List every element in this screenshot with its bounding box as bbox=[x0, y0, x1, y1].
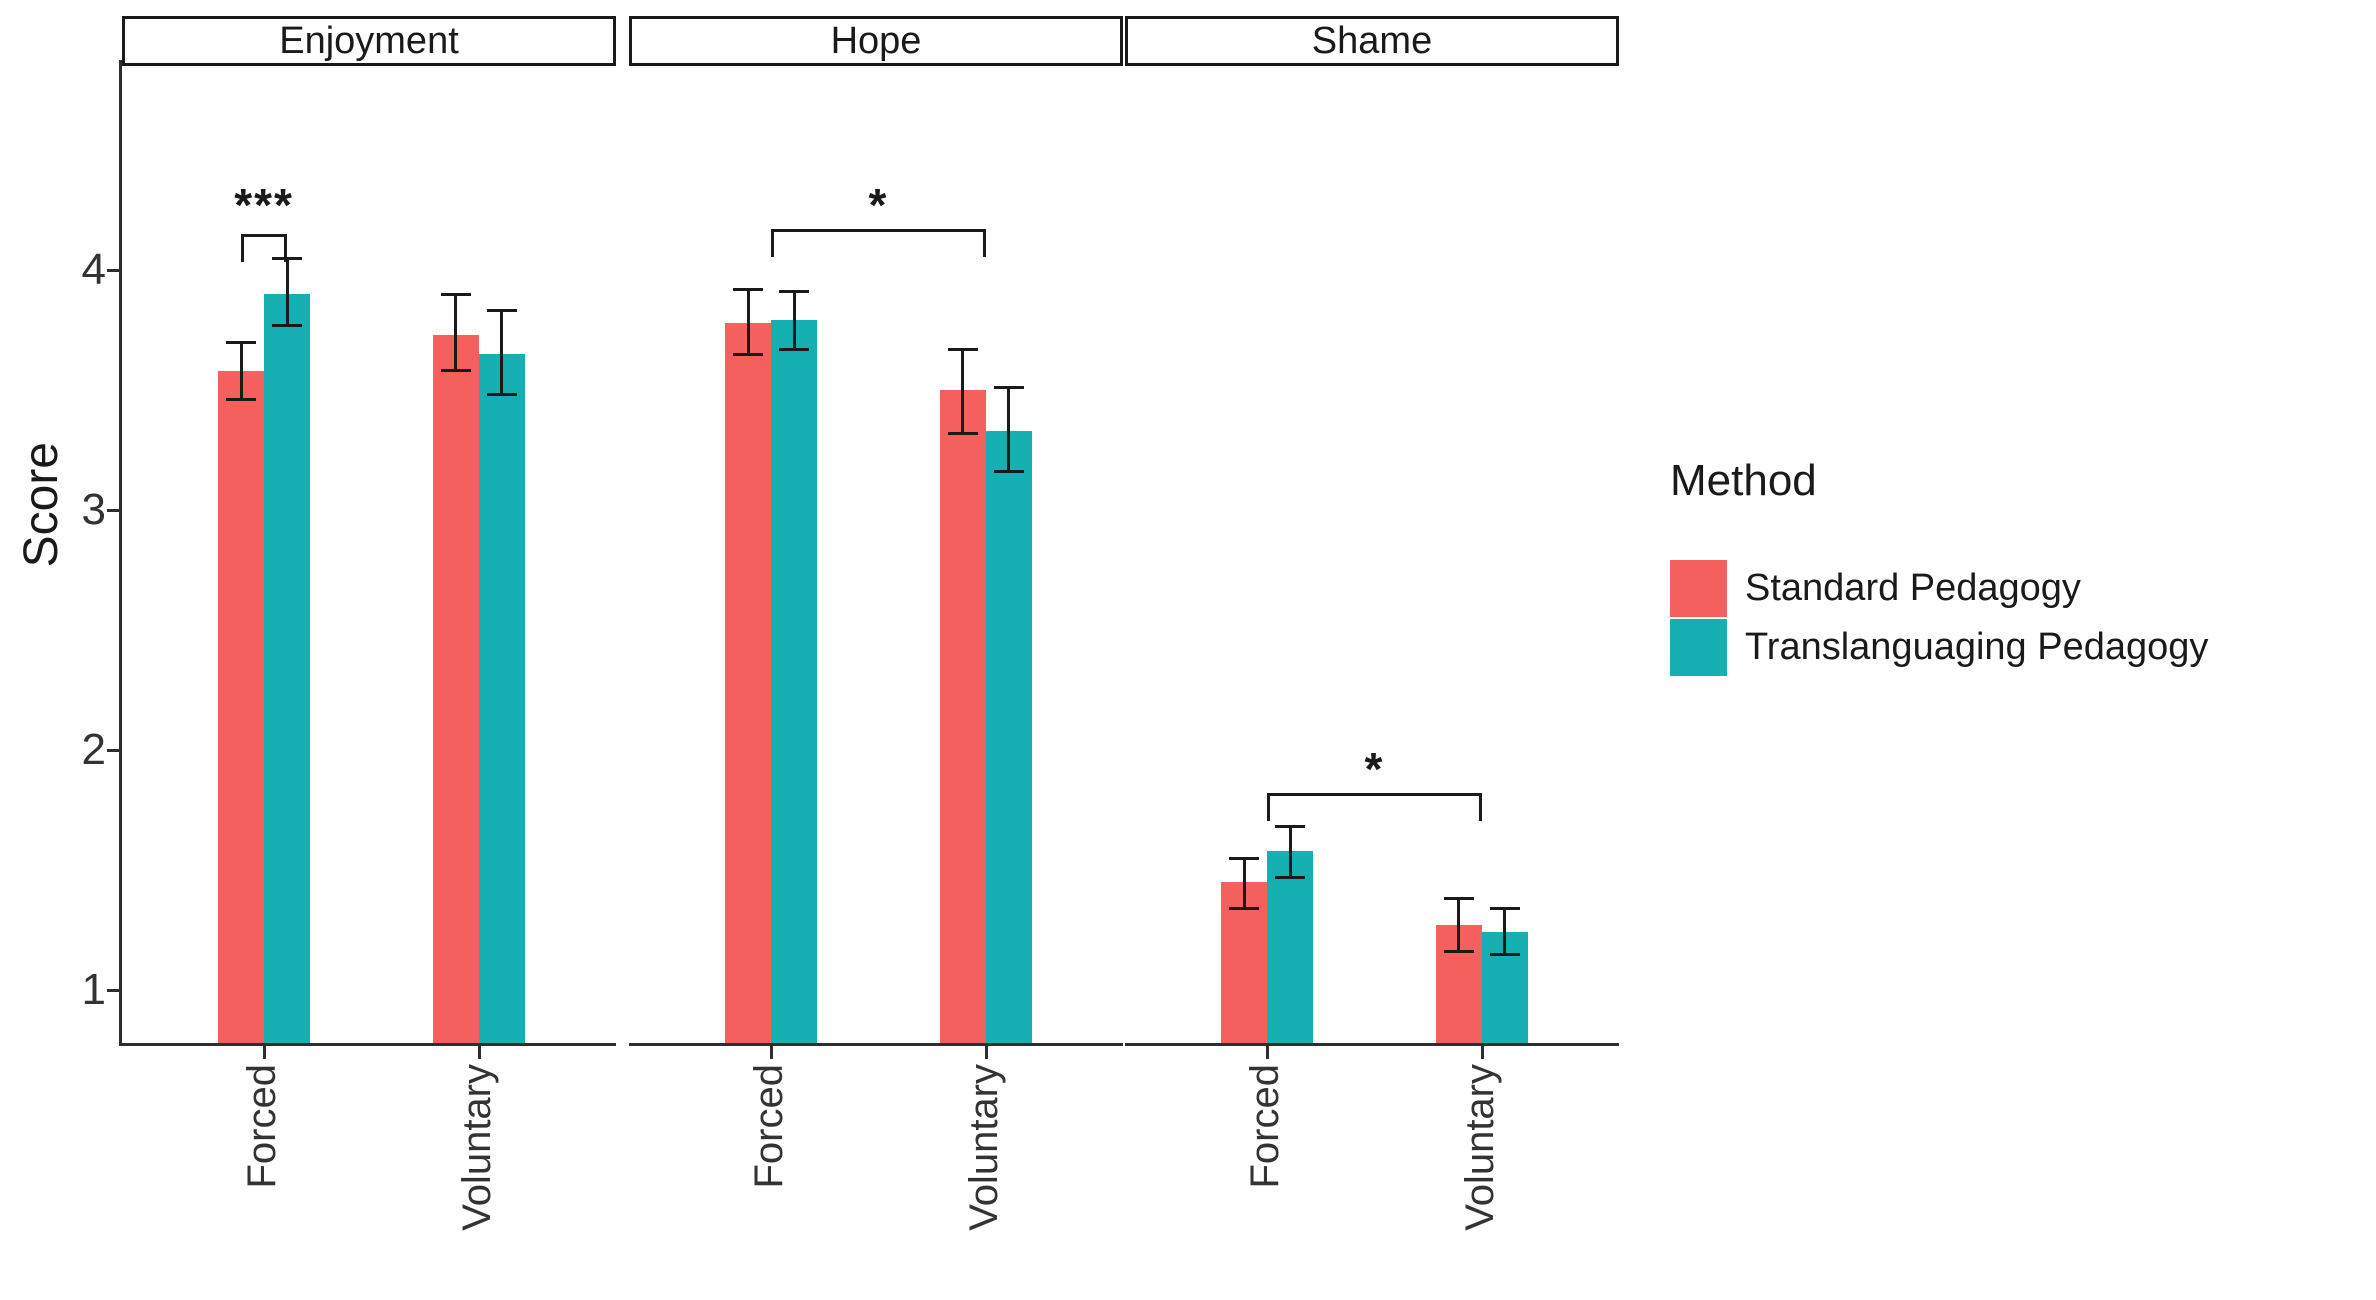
error-bar-translanguaging-pedagogy-hope-voluntary-cap-bottom bbox=[993, 470, 1024, 474]
sig-bracket-shame-leg-left bbox=[1267, 793, 1271, 822]
bar-translanguaging-pedagogy-shame-forced bbox=[1267, 850, 1314, 1043]
error-bar-standard-pedagogy-enjoyment-voluntary-cap-top bbox=[440, 292, 471, 296]
legend-label-translanguaging-pedagogy: Translanguaging Pedagogy bbox=[1745, 626, 2209, 668]
error-bar-standard-pedagogy-enjoyment-forced-cap-top bbox=[226, 340, 257, 344]
y-tick-label: 3 bbox=[81, 485, 106, 534]
error-bar-translanguaging-pedagogy-shame-voluntary-line bbox=[1503, 908, 1507, 954]
y-tick-label: 1 bbox=[81, 965, 106, 1014]
error-bar-standard-pedagogy-hope-forced-cap-bottom bbox=[733, 352, 764, 356]
x-tick-mark-enjoyment-forced bbox=[263, 1046, 267, 1059]
error-bar-standard-pedagogy-hope-voluntary-line bbox=[961, 349, 965, 434]
sig-bracket-shame-top bbox=[1267, 793, 1482, 797]
error-bar-standard-pedagogy-shame-voluntary-cap-top bbox=[1443, 897, 1474, 901]
bar-standard-pedagogy-enjoyment-voluntary bbox=[432, 334, 479, 1043]
facet-label-hope: Hope bbox=[830, 19, 922, 62]
bar-standard-pedagogy-hope-voluntary bbox=[939, 390, 986, 1043]
x-axis-line-shame bbox=[1125, 1043, 1619, 1046]
y-tick-mark bbox=[107, 989, 119, 992]
x-tick-label-shame-forced: Forced bbox=[1243, 1064, 1288, 1189]
sig-bracket-hope-leg-left bbox=[771, 229, 775, 258]
error-bar-standard-pedagogy-enjoyment-voluntary-line bbox=[454, 294, 458, 371]
error-bar-standard-pedagogy-hope-forced-cap-top bbox=[733, 287, 764, 291]
sig-bracket-enjoyment-leg-left bbox=[241, 234, 245, 262]
y-tick-label: 2 bbox=[81, 725, 106, 774]
error-bar-standard-pedagogy-enjoyment-voluntary-cap-bottom bbox=[440, 369, 471, 373]
y-tick-mark bbox=[107, 749, 119, 752]
legend-key-translanguaging-pedagogy-swatch bbox=[1670, 619, 1727, 676]
error-bar-standard-pedagogy-shame-forced-cap-top bbox=[1229, 856, 1260, 860]
facet-label-enjoyment: Enjoyment bbox=[279, 19, 459, 62]
error-bar-standard-pedagogy-shame-voluntary-line bbox=[1457, 898, 1461, 952]
error-bar-translanguaging-pedagogy-enjoyment-voluntary-cap-bottom bbox=[486, 393, 517, 397]
error-bar-translanguaging-pedagogy-shame-voluntary-cap-bottom bbox=[1489, 952, 1520, 956]
error-bar-translanguaging-pedagogy-enjoyment-forced-cap-bottom bbox=[272, 323, 303, 327]
error-bar-standard-pedagogy-enjoyment-forced-cap-bottom bbox=[226, 398, 257, 402]
x-tick-mark-hope-voluntary bbox=[984, 1046, 988, 1059]
sig-bracket-hope-leg-right bbox=[982, 229, 986, 258]
error-bar-standard-pedagogy-enjoyment-forced-line bbox=[239, 342, 243, 400]
error-bar-translanguaging-pedagogy-enjoyment-voluntary-line bbox=[500, 310, 504, 395]
legend-title: Method bbox=[1670, 456, 1817, 505]
x-tick-mark-hope-forced bbox=[770, 1046, 774, 1059]
bar-standard-pedagogy-enjoyment-forced bbox=[218, 370, 265, 1043]
error-bar-translanguaging-pedagogy-enjoyment-forced-cap-top bbox=[272, 256, 303, 260]
facet-strip-enjoyment: Enjoyment bbox=[122, 16, 616, 66]
x-tick-mark-enjoyment-voluntary bbox=[477, 1046, 481, 1059]
sig-bracket-enjoyment-leg-right bbox=[284, 234, 288, 262]
bar-translanguaging-pedagogy-hope-forced bbox=[771, 320, 818, 1043]
legend-item-standard-pedagogy: Standard Pedagogy bbox=[1670, 560, 2081, 617]
bar-translanguaging-pedagogy-enjoyment-voluntary bbox=[478, 354, 525, 1043]
x-tick-mark-shame-voluntary bbox=[1480, 1046, 1484, 1059]
error-bar-translanguaging-pedagogy-hope-voluntary-line bbox=[1007, 387, 1011, 472]
bar-standard-pedagogy-hope-forced bbox=[725, 322, 772, 1043]
sig-bracket-enjoyment-top bbox=[241, 234, 288, 237]
sig-label-shame: * bbox=[1364, 743, 1385, 795]
x-tick-label-enjoyment-forced: Forced bbox=[240, 1064, 285, 1189]
legend-label-standard-pedagogy: Standard Pedagogy bbox=[1745, 567, 2081, 609]
y-tick-label: 4 bbox=[81, 245, 106, 294]
y-tick-mark bbox=[107, 269, 119, 272]
x-axis-line-enjoyment bbox=[122, 1043, 616, 1046]
error-bar-translanguaging-pedagogy-hope-forced-line bbox=[792, 291, 796, 350]
error-bar-translanguaging-pedagogy-shame-voluntary-cap-top bbox=[1489, 906, 1520, 910]
error-bar-standard-pedagogy-hope-voluntary-cap-top bbox=[947, 347, 978, 351]
error-bar-standard-pedagogy-shame-voluntary-cap-bottom bbox=[1443, 950, 1474, 954]
error-bar-translanguaging-pedagogy-hope-voluntary-cap-top bbox=[993, 386, 1024, 390]
error-bar-standard-pedagogy-shame-forced-cap-bottom bbox=[1229, 906, 1260, 910]
sig-label-hope: * bbox=[868, 179, 889, 231]
bar-translanguaging-pedagogy-hope-voluntary bbox=[985, 430, 1032, 1043]
y-tick-mark bbox=[107, 509, 119, 512]
x-tick-label-shame-voluntary: Voluntary bbox=[1457, 1064, 1502, 1231]
x-tick-mark-shame-forced bbox=[1266, 1046, 1270, 1059]
sig-bracket-hope-top bbox=[771, 229, 986, 233]
facet-strip-shame: Shame bbox=[1125, 16, 1619, 66]
error-bar-translanguaging-pedagogy-hope-forced-cap-top bbox=[779, 290, 810, 294]
bar-translanguaging-pedagogy-enjoyment-forced bbox=[264, 294, 311, 1043]
x-tick-label-hope-forced: Forced bbox=[747, 1064, 792, 1189]
error-bar-translanguaging-pedagogy-shame-forced-cap-top bbox=[1275, 825, 1306, 829]
error-bar-standard-pedagogy-hope-forced-line bbox=[746, 289, 750, 354]
y-axis-line bbox=[119, 60, 122, 1046]
sig-label-enjoyment: *** bbox=[234, 179, 294, 231]
legend-item-translanguaging-pedagogy: Translanguaging Pedagogy bbox=[1670, 619, 2208, 676]
error-bar-translanguaging-pedagogy-enjoyment-forced-line bbox=[285, 258, 289, 326]
facet-strip-hope: Hope bbox=[629, 16, 1123, 66]
error-bar-translanguaging-pedagogy-shame-forced-line bbox=[1288, 826, 1292, 878]
error-bar-translanguaging-pedagogy-shame-forced-cap-bottom bbox=[1275, 875, 1306, 879]
legend-key-standard-pedagogy-swatch bbox=[1670, 560, 1727, 617]
error-bar-standard-pedagogy-hope-voluntary-cap-bottom bbox=[947, 431, 978, 435]
sig-bracket-shame-leg-right bbox=[1478, 793, 1482, 822]
facet-label-shame: Shame bbox=[1311, 19, 1433, 62]
error-bar-translanguaging-pedagogy-hope-forced-cap-bottom bbox=[779, 347, 810, 351]
x-tick-label-hope-voluntary: Voluntary bbox=[961, 1064, 1006, 1231]
error-bar-translanguaging-pedagogy-enjoyment-voluntary-cap-top bbox=[486, 309, 517, 313]
x-tick-label-enjoyment-voluntary: Voluntary bbox=[454, 1064, 499, 1231]
error-bar-standard-pedagogy-shame-forced-line bbox=[1242, 858, 1246, 909]
x-axis-line-hope bbox=[629, 1043, 1123, 1046]
